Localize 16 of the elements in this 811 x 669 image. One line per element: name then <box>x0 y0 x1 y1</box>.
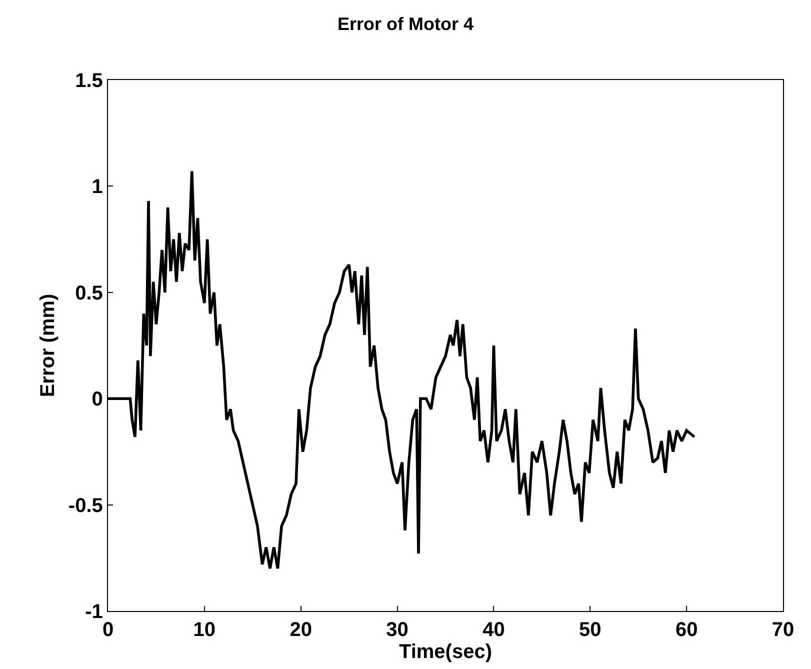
x-tick-label: 70 <box>772 619 794 642</box>
x-tick-label: 10 <box>193 619 216 642</box>
y-axis-title: Error (mm) <box>36 294 59 398</box>
chart-title: Error of Motor 4 <box>337 14 474 34</box>
y-tick-label: -0.5 <box>68 494 103 517</box>
y-tick-label: -1 <box>85 601 103 623</box>
x-axis-title: Time(sec) <box>398 641 492 664</box>
y-tick-label: 0 <box>92 388 103 411</box>
x-tick-label: 50 <box>579 619 602 642</box>
x-tick-label: 20 <box>290 619 312 642</box>
y-tick-label: 0.5 <box>75 282 103 304</box>
x-tick-label: 60 <box>675 619 698 642</box>
x-tick-label: 30 <box>386 619 408 642</box>
y-tick-label: 1 <box>92 176 103 198</box>
y-tick-label: 1.5 <box>75 70 103 92</box>
x-tick-label: 40 <box>482 619 505 642</box>
